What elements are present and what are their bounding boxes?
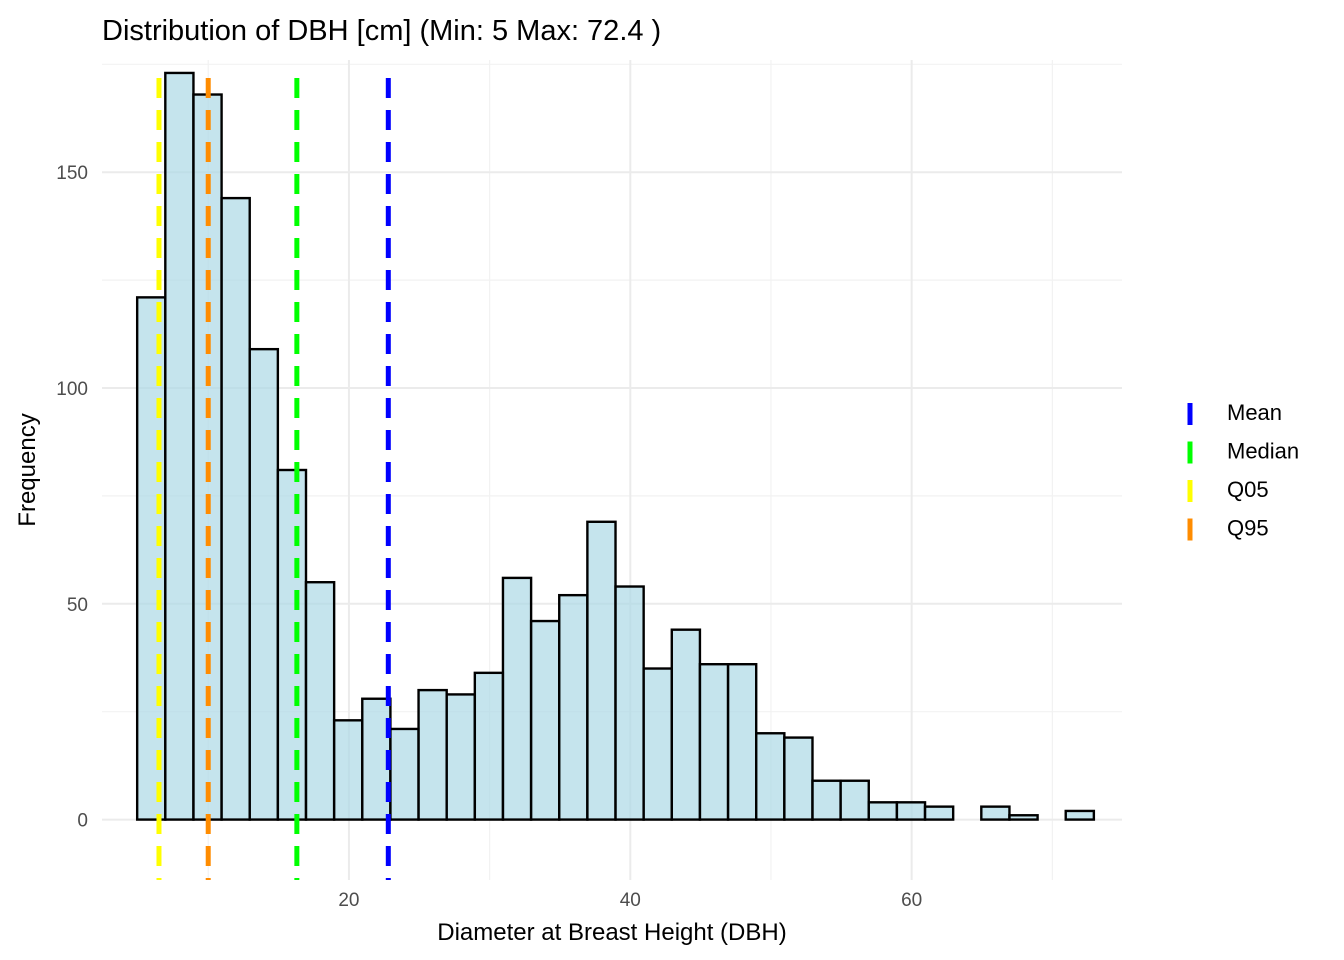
- histogram-bar: [220, 196, 251, 821]
- plot-panel: [102, 60, 1122, 880]
- histogram-bar: [248, 347, 280, 821]
- histogram-bar: [304, 581, 336, 821]
- histogram-bar: [417, 688, 448, 821]
- histogram-bar: [642, 667, 673, 821]
- y-tick-label: 150: [56, 163, 88, 184]
- histogram-bar: [755, 732, 786, 821]
- histogram-bar: [332, 719, 364, 821]
- x-axis-title: Diameter at Breast Height (DBH): [437, 919, 786, 946]
- x-tick-label: 40: [620, 890, 641, 911]
- histogram-bar: [839, 779, 870, 821]
- histogram-bar: [698, 663, 730, 821]
- legend-label-q95: Q95: [1227, 516, 1269, 541]
- histogram-bar: [670, 628, 702, 821]
- chart-title: Distribution of DBH [cm] (Min: 5 Max: 72…: [102, 15, 661, 47]
- histogram-bar: [445, 693, 477, 821]
- histogram-bar: [726, 663, 758, 821]
- histogram-bar: [529, 619, 561, 821]
- reference-lines: [156, 78, 391, 880]
- histogram-bar: [614, 585, 645, 821]
- histogram-bar: [389, 727, 420, 821]
- legend-label-mean: Mean: [1227, 400, 1282, 425]
- histogram-bar: [923, 805, 955, 821]
- histogram-bar: [1008, 814, 1039, 821]
- histogram-bar: [501, 576, 533, 821]
- y-tick-label: 0: [77, 811, 88, 832]
- legend: Mean Median Q05 Q95: [1187, 400, 1299, 541]
- histogram-bar: [276, 468, 308, 821]
- histogram-bar: [895, 801, 927, 821]
- x-axis-ticks: 20 40 60: [338, 890, 922, 911]
- histogram-bar: [980, 805, 1011, 821]
- y-axis-title: Frequency: [14, 413, 41, 526]
- histogram-bar: [783, 736, 814, 821]
- histogram-bar: [586, 520, 617, 821]
- y-axis-ticks: 0 50 100 150: [56, 163, 88, 831]
- legend-label-median: Median: [1227, 439, 1299, 464]
- histogram-bar: [1064, 809, 1096, 821]
- histogram-bar: [558, 593, 589, 821]
- y-tick-label: 50: [67, 595, 88, 616]
- histogram-bar: [164, 71, 195, 821]
- histogram-bar: [473, 671, 505, 821]
- y-tick-label: 100: [56, 379, 88, 400]
- histogram-bar: [192, 93, 223, 821]
- x-tick-label: 20: [338, 890, 359, 911]
- x-tick-label: 60: [901, 890, 922, 911]
- legend-label-q05: Q05: [1227, 477, 1269, 502]
- histogram-bar: [811, 779, 842, 821]
- histogram-bar: [867, 801, 899, 821]
- histogram-bars: [135, 71, 1096, 821]
